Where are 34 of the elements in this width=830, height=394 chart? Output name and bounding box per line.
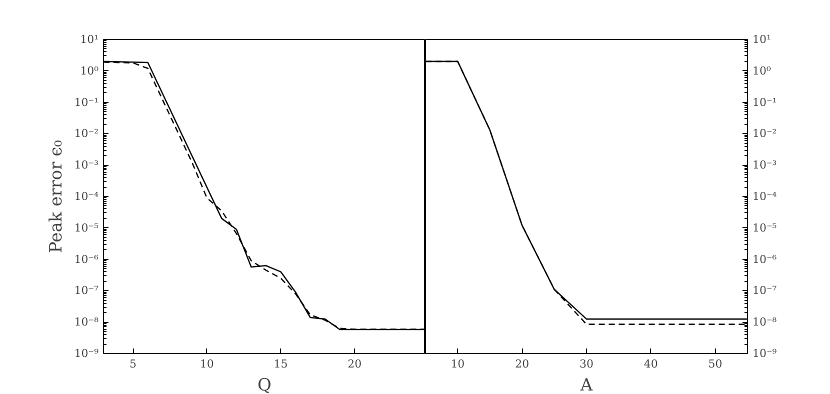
y-tick-label: 10⁻⁷ — [752, 284, 778, 298]
y-tick-label: 10⁻⁸ — [752, 316, 778, 329]
x-tick-label: 15 — [274, 358, 288, 370]
y-tick-label: 10⁻⁷ — [74, 284, 100, 298]
y-tick-label: 10⁻⁴ — [752, 190, 778, 203]
x-axis-title: A — [579, 376, 594, 394]
y-tick-label: 10⁻³ — [752, 158, 777, 172]
y-tick-label: 10⁻⁵ — [74, 221, 99, 234]
y-tick-label: 10⁻⁹ — [74, 347, 100, 360]
y-tick-label: 10¹ — [752, 33, 771, 46]
x-tick-label: 5 — [130, 358, 137, 370]
y-tick-label: 10⁰ — [80, 64, 100, 78]
y-axis-title: Peak error ϵ₀ — [46, 140, 66, 253]
y-tick-label: 10⁻² — [752, 127, 777, 140]
y-tick-label: 10⁻² — [74, 127, 99, 140]
y-tick-label: 10⁻³ — [74, 158, 99, 172]
x-axis-title: Q — [258, 376, 272, 394]
x-tick-label: 20 — [348, 358, 362, 370]
y-tick-label: 10⁻⁵ — [752, 221, 777, 234]
x-tick-label: 50 — [708, 358, 722, 370]
y-tick-label: 10⁻⁸ — [74, 316, 100, 329]
x-tick-label: 10 — [200, 358, 214, 370]
x-tick-label: 30 — [580, 358, 594, 370]
y-tick-label: 10⁻⁹ — [752, 347, 778, 360]
y-tick-label: 10⁻¹ — [74, 96, 99, 109]
y-tick-label: 10⁻¹ — [752, 96, 777, 109]
x-tick-label: 20 — [515, 358, 530, 370]
y-tick-label: 10¹ — [80, 33, 99, 46]
y-tick-label: 10⁻⁶ — [74, 252, 100, 266]
y-tick-label: 10⁻⁴ — [74, 190, 100, 203]
x-tick-label: 40 — [644, 358, 658, 370]
y-tick-label: 10⁻⁶ — [752, 252, 778, 266]
x-tick-label: 10 — [450, 358, 465, 370]
y-tick-label: 10⁰ — [752, 64, 772, 78]
